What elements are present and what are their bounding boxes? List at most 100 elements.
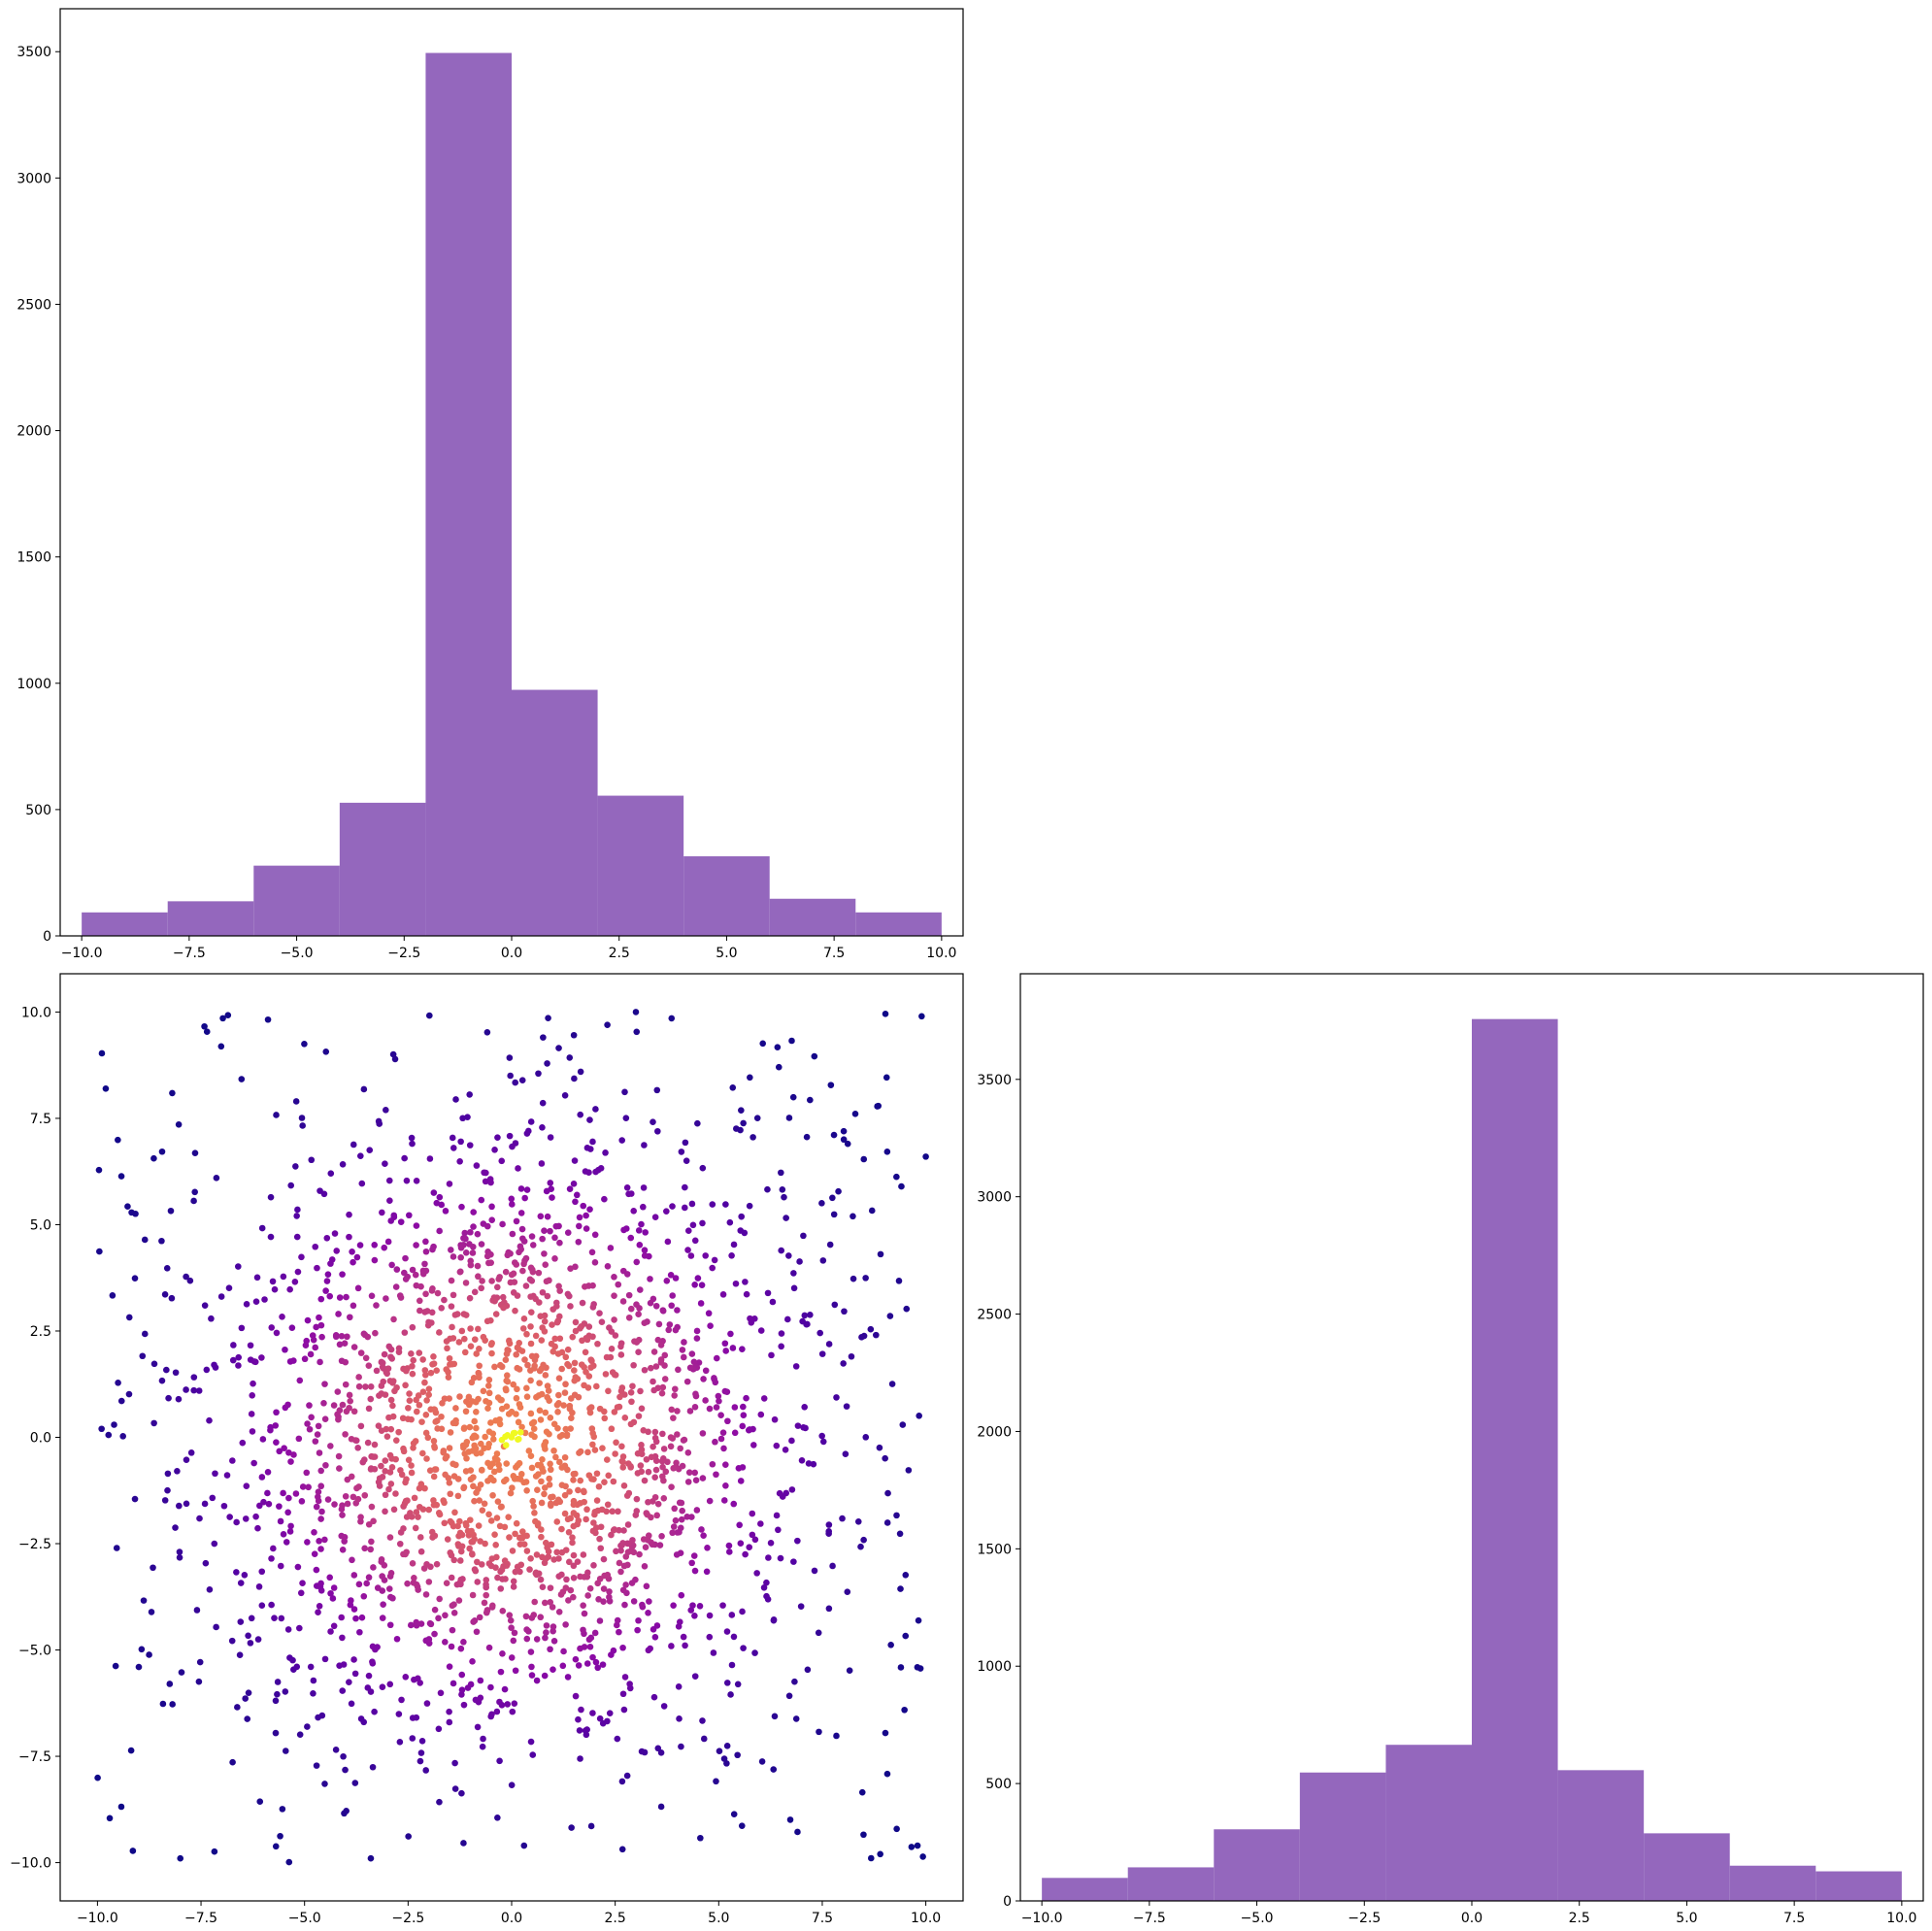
scatter-point [446, 1354, 453, 1362]
scatter-point [636, 1242, 644, 1248]
scatter-point [775, 1526, 782, 1534]
scatter-point [125, 1390, 133, 1398]
scatter-point [689, 1221, 697, 1229]
scatter-point [523, 1532, 530, 1540]
scatter-point [511, 1700, 518, 1708]
scatter-point [538, 1533, 545, 1541]
scatter-point [443, 1580, 450, 1586]
scatter-point [632, 1576, 639, 1583]
scatter-point [568, 1415, 575, 1421]
scatter-point [316, 1538, 322, 1545]
scatter-point [660, 1446, 668, 1452]
scatter-point [158, 1237, 165, 1245]
scatter-point [299, 1483, 307, 1490]
scatter-point [857, 1543, 864, 1550]
scatter-point [339, 1160, 347, 1168]
scatter-point [542, 1372, 550, 1379]
scatter-point [178, 1669, 185, 1676]
scatter-point [168, 1294, 176, 1302]
scatter-point [794, 1537, 801, 1545]
scatter-point [567, 1395, 575, 1402]
x-tick-label: −7.5 [173, 946, 206, 961]
scatter-point [609, 1369, 616, 1376]
scatter-point [619, 1540, 626, 1547]
scatter-point [477, 1481, 484, 1488]
scatter-point [690, 1552, 698, 1559]
scatter-point [211, 1540, 218, 1548]
scatter-point [535, 1471, 542, 1478]
scatter-point [577, 1573, 583, 1581]
scatter-point [383, 1295, 389, 1302]
scatter-point [610, 1526, 617, 1534]
scatter-point [642, 1229, 649, 1236]
scatter-point [292, 1098, 300, 1105]
scatter-point [290, 1357, 297, 1364]
scatter-point [315, 1609, 321, 1616]
scatter-point [565, 1597, 572, 1604]
scatter-point [699, 1164, 707, 1172]
scatter-point [334, 1388, 342, 1395]
scatter-point [451, 1785, 459, 1792]
scatter-point [635, 1227, 643, 1234]
scatter-point [519, 1325, 527, 1332]
scatter-point [339, 1634, 346, 1642]
scatter-point [815, 1629, 822, 1637]
scatter-point [709, 1201, 716, 1208]
scatter-point [466, 1423, 474, 1431]
y-tick-label: 10.0 [21, 1005, 51, 1020]
scatter-point [874, 1103, 881, 1110]
scatter-point [528, 1419, 536, 1427]
scatter-point [432, 1409, 440, 1416]
scatter-point [689, 1602, 696, 1609]
scatter-point [512, 1568, 519, 1576]
y-tick-label: 2500 [977, 1308, 1012, 1323]
scatter-point [564, 1346, 572, 1353]
scatter-point [867, 1854, 875, 1862]
scatter-point [641, 1142, 648, 1149]
scatter-point [494, 1134, 501, 1141]
scatter-point [705, 1310, 713, 1317]
scatter-point [591, 1447, 599, 1453]
scatter-point [562, 1353, 570, 1361]
scatter-point [773, 1512, 781, 1519]
scatter-point [516, 1366, 523, 1373]
y-tick-label: 3500 [977, 1073, 1012, 1088]
scatter-point [629, 1542, 637, 1549]
scatter-point [510, 1583, 517, 1590]
scatter-point [556, 1433, 564, 1441]
scatter-point [583, 1726, 590, 1733]
scatter-point [676, 1618, 683, 1626]
scatter-point [457, 1548, 465, 1555]
scatter-point [320, 1190, 328, 1198]
scatter-point [274, 1679, 282, 1685]
scatter-point [527, 1738, 535, 1746]
scatter-point [287, 1458, 294, 1465]
scatter-point [299, 1580, 306, 1587]
scatter-point [176, 1502, 183, 1510]
scatter-point [386, 1681, 394, 1688]
scatter-point [553, 1318, 561, 1326]
scatter-point [294, 1268, 302, 1276]
scatter-point [528, 1277, 536, 1284]
scatter-point [654, 1500, 662, 1508]
scatter-point [201, 1500, 209, 1508]
right-histogram-panel: −10.0 −7.5 −5.0 −2.5 0.0 2.5 5.0 7.5 10.00500100… [977, 973, 1924, 1926]
scatter-point [229, 1356, 237, 1364]
scatter-point [724, 1417, 731, 1425]
scatter-point [150, 1154, 157, 1162]
scatter-point [461, 1335, 468, 1343]
scatter-point [355, 1581, 363, 1588]
scatter-point [436, 1798, 443, 1806]
scatter-point [477, 1677, 484, 1684]
scatter-point [496, 1420, 504, 1428]
scatter-point [791, 1678, 798, 1685]
scatter-point [492, 1541, 499, 1548]
scatter-point [446, 1718, 453, 1726]
y-tick-label: −5.0 [18, 1644, 51, 1659]
scatter-point [851, 1110, 859, 1117]
scatter-point [242, 1695, 249, 1702]
scatter-point [357, 1514, 364, 1521]
scatter-point [778, 1247, 785, 1254]
scatter-point [494, 1574, 501, 1581]
scatter-point [405, 1404, 412, 1412]
